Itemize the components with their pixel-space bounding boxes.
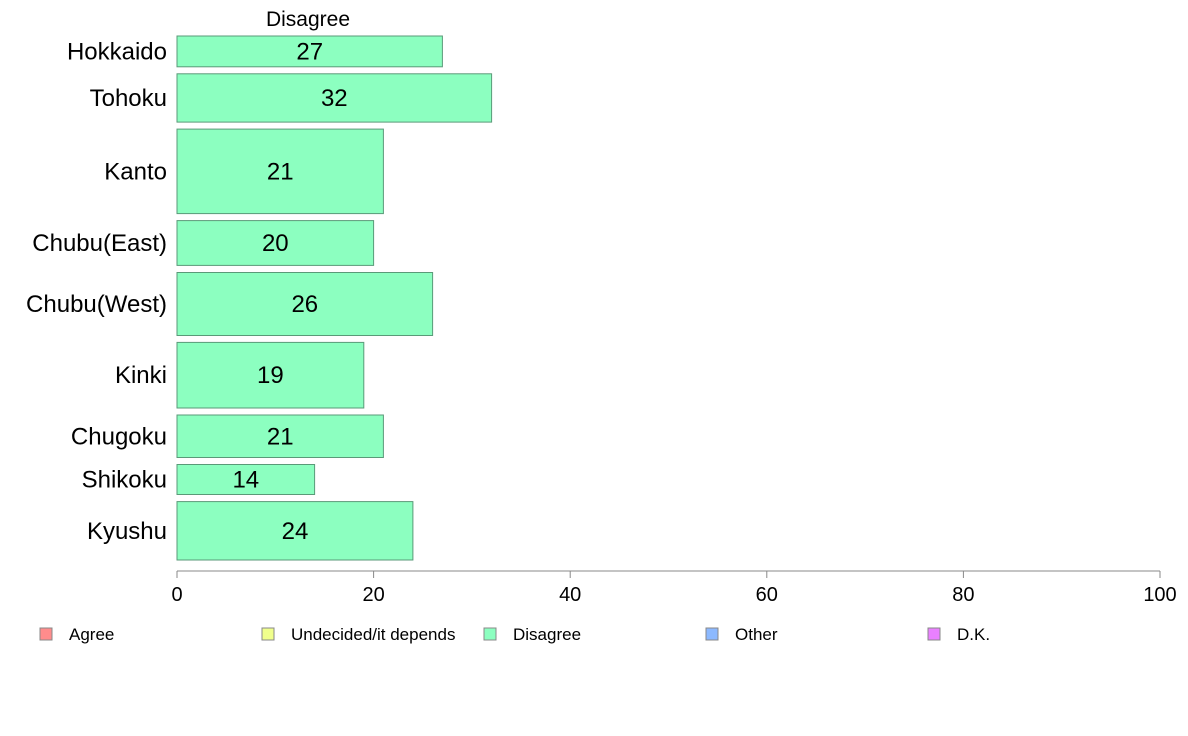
category-label: Shikoku bbox=[82, 467, 167, 494]
bar-kyushu bbox=[176, 501, 414, 561]
category-label: Chubu(West) bbox=[26, 291, 167, 318]
legend-swatch bbox=[705, 627, 719, 641]
x-tick-label: 100 bbox=[1143, 584, 1176, 606]
legend-swatch bbox=[261, 627, 275, 641]
legend-label: Disagree bbox=[513, 625, 581, 644]
x-tick-label: 40 bbox=[559, 584, 581, 606]
bar-chugoku bbox=[176, 414, 384, 458]
bar-value-label: 21 bbox=[267, 423, 294, 450]
bar-value-label: 21 bbox=[267, 158, 294, 185]
legend-label: Undecided/it depends bbox=[291, 625, 455, 644]
x-tick-label: 20 bbox=[362, 584, 384, 606]
bar-shikoku bbox=[176, 464, 316, 495]
chart-title: Disagree bbox=[266, 8, 350, 31]
category-label: Chubu(East) bbox=[32, 230, 167, 257]
x-tick-label: 60 bbox=[756, 584, 778, 606]
bar-tohoku bbox=[176, 73, 493, 123]
bar-chubu-west bbox=[176, 272, 434, 336]
bar-value-label: 14 bbox=[232, 467, 259, 494]
category-label: Tohoku bbox=[90, 85, 167, 112]
bars-layer: 27 Hokkaido 32 Tohoku 21 Kanto 20 Chubu(East) 26… bbox=[26, 35, 493, 561]
category-label: Kyushu bbox=[87, 518, 167, 545]
bar-hokkaido bbox=[176, 35, 443, 68]
category-label: Chugoku bbox=[71, 423, 167, 450]
legend-swatch bbox=[927, 627, 941, 641]
bar-kanto bbox=[176, 128, 384, 215]
x-axis: 0 20 40 60 80 100 bbox=[171, 570, 1177, 606]
bar-chubu-east bbox=[176, 220, 375, 266]
bar-value-label: 19 bbox=[257, 362, 284, 389]
x-tick-label: 80 bbox=[952, 584, 974, 606]
bar-value-label: 20 bbox=[262, 230, 289, 257]
legend: Agree Undecided/it depends Disagree Other D.… bbox=[39, 625, 990, 644]
category-label: Hokkaido bbox=[67, 38, 167, 65]
legend-swatch bbox=[39, 627, 53, 641]
x-tick-label: 0 bbox=[171, 584, 182, 606]
category-label: Kanto bbox=[104, 158, 167, 185]
bar-value-label: 24 bbox=[282, 518, 309, 545]
bar-kinki bbox=[176, 341, 365, 409]
bar-value-label: 26 bbox=[291, 291, 318, 318]
bar-value-label: 27 bbox=[296, 38, 323, 65]
legend-label: Agree bbox=[69, 625, 114, 644]
legend-label: D.K. bbox=[957, 625, 990, 644]
category-label: Kinki bbox=[115, 362, 167, 389]
legend-label: Other bbox=[735, 625, 778, 644]
bar-value-label: 32 bbox=[321, 85, 348, 112]
legend-swatch bbox=[483, 627, 497, 641]
